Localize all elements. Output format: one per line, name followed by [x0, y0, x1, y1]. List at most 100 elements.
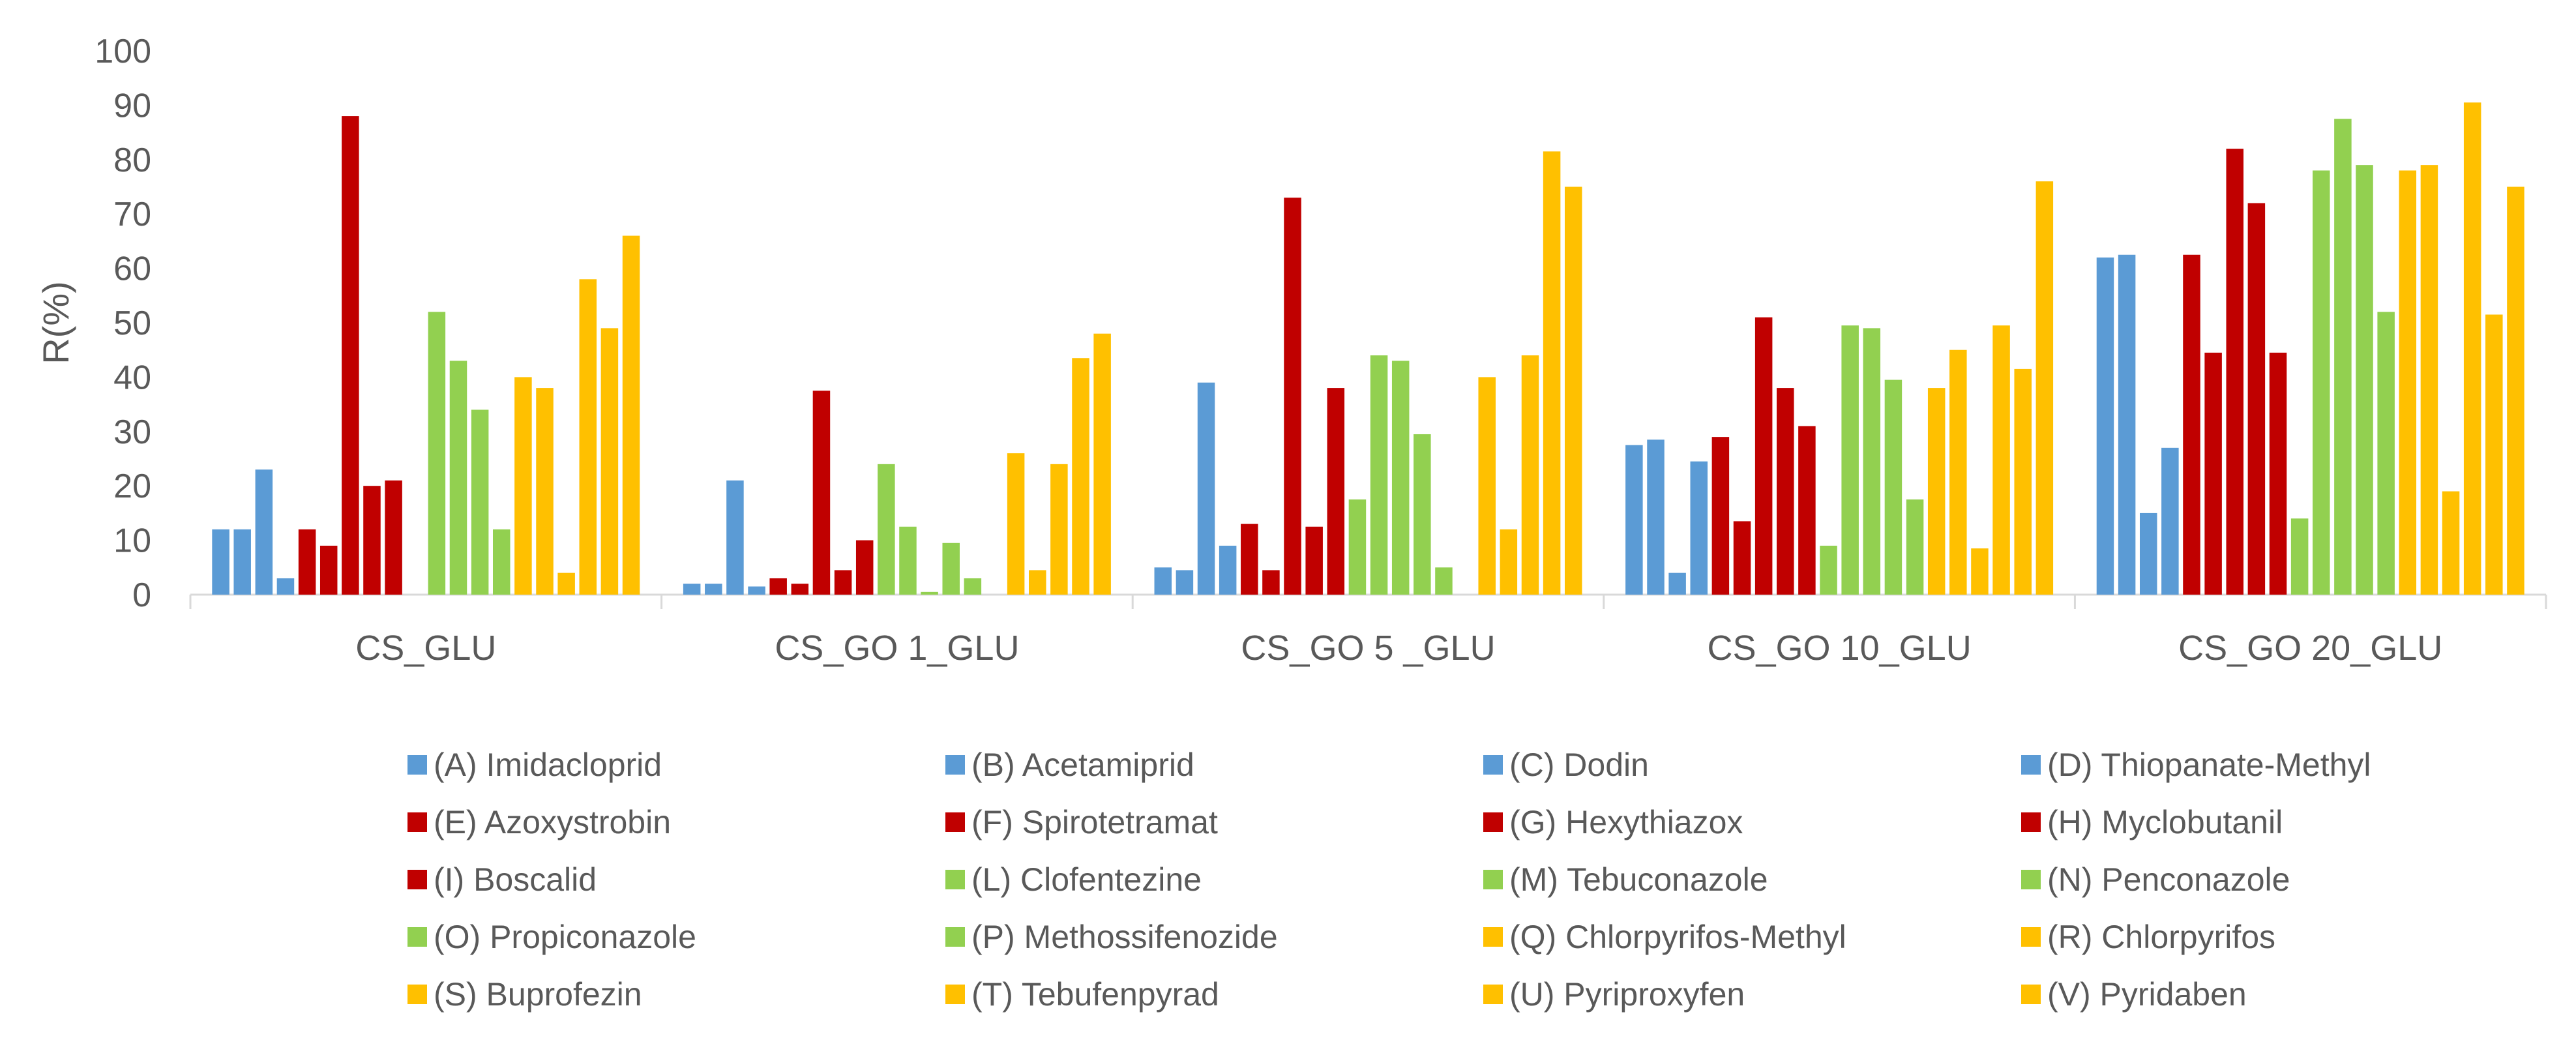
bar — [385, 480, 402, 595]
legend-label: (N) Penconazole — [2047, 861, 2290, 898]
bar — [2269, 352, 2287, 595]
bar — [1647, 439, 1665, 595]
legend-label: (U) Pyriproxyfen — [1509, 976, 1745, 1013]
bar — [1435, 567, 1453, 595]
bar — [1711, 437, 1730, 595]
legend-swatch — [1483, 927, 1503, 947]
legend-swatch — [945, 755, 965, 775]
bar — [1754, 317, 1773, 595]
bar — [493, 529, 511, 595]
bar — [2014, 368, 2032, 595]
bar — [1050, 464, 1068, 595]
bar — [1668, 572, 1686, 595]
bar — [1219, 545, 1237, 595]
legend-swatch — [407, 985, 427, 1004]
bar — [2226, 149, 2243, 595]
legend-label: (L) Clofentezine — [971, 861, 1202, 898]
bar — [255, 469, 273, 595]
bar — [1820, 545, 1837, 595]
y-axis: R(%) 0 10 20 30 40 50 60 70 80 90 100 — [35, 33, 151, 614]
bar — [1348, 499, 1367, 595]
legend-label: (O) Propiconazole — [434, 919, 696, 955]
bar — [1391, 361, 1410, 595]
bar — [726, 480, 744, 595]
bar — [1305, 526, 1323, 595]
legend-swatch — [1483, 755, 1503, 775]
bar — [1176, 570, 1194, 595]
y-axis-title: R(%) — [35, 281, 76, 364]
bar — [2118, 254, 2136, 595]
legend-swatch — [945, 812, 965, 832]
legend-label: (B) Acetamiprid — [971, 747, 1194, 783]
bar — [233, 529, 251, 595]
bar — [1841, 325, 1859, 595]
legend-label: (R) Chlorpyrifos — [2047, 919, 2275, 955]
bar — [342, 116, 359, 595]
bar — [1863, 328, 1881, 595]
legend-swatch — [1483, 870, 1503, 889]
bar — [2334, 119, 2352, 595]
bar — [1543, 151, 1561, 595]
bar — [2356, 165, 2373, 595]
bar — [2204, 352, 2222, 595]
legend-swatch — [1483, 985, 1503, 1004]
y-tick-label: 80 — [113, 141, 151, 179]
bar — [1241, 524, 1258, 595]
bar — [1992, 325, 2010, 595]
bar — [2463, 102, 2481, 595]
bar — [748, 586, 765, 595]
bar — [812, 391, 831, 595]
bar — [471, 409, 489, 595]
legend-swatch — [407, 927, 427, 947]
bar — [2507, 186, 2524, 595]
bar — [705, 584, 722, 595]
bar — [1733, 521, 1751, 595]
legend-label: (V) Pyridaben — [2047, 976, 2247, 1013]
legend-label: (P) Methossifenozide — [971, 919, 1278, 955]
bar — [2161, 447, 2179, 595]
bar — [1564, 186, 1582, 595]
bar — [942, 542, 960, 595]
bar — [1906, 499, 1924, 595]
legend-swatch — [2021, 812, 2041, 832]
bar — [1197, 382, 1215, 595]
x-category-label: CS_GO 20_GLU — [2178, 629, 2442, 668]
bar — [428, 312, 446, 595]
bar — [1521, 355, 1539, 595]
legend-label: (F) Spirotetramat — [971, 804, 1218, 840]
bar — [1625, 445, 1643, 595]
bar — [2313, 170, 2330, 595]
bar — [1971, 548, 1989, 595]
bar — [319, 545, 338, 595]
legend-label: (D) Thiopanate-Methyl — [2047, 747, 2371, 783]
bar — [449, 361, 467, 595]
bar — [791, 584, 809, 595]
bar — [878, 464, 895, 595]
bar — [579, 279, 597, 595]
legend-swatch — [945, 985, 965, 1004]
bar — [2183, 254, 2200, 595]
y-tick-label: 20 — [113, 467, 151, 505]
y-tick-label: 30 — [113, 413, 151, 451]
bar — [1478, 377, 1496, 595]
bar — [1798, 426, 1816, 595]
y-tick-label: 10 — [113, 522, 151, 560]
bar — [2377, 312, 2395, 595]
bar — [1327, 388, 1345, 595]
bar — [1028, 570, 1046, 595]
bar — [1072, 358, 1089, 595]
bar — [964, 578, 982, 595]
legend-label: (A) Imidacloprid — [434, 747, 662, 783]
legend-label: (Q) Chlorpyrifos-Methyl — [1509, 919, 1846, 955]
y-tick-label: 60 — [113, 250, 151, 288]
bar — [1154, 567, 1172, 595]
legend-label: (E) Azoxystrobin — [434, 804, 671, 840]
legend-label: (S) Buprofezin — [434, 976, 642, 1013]
x-category-label: CS_GLU — [355, 629, 496, 668]
bar — [1262, 570, 1280, 595]
bar — [1949, 349, 1967, 595]
bar — [1884, 379, 1902, 595]
bar — [1927, 388, 1946, 595]
bar — [2096, 257, 2114, 595]
